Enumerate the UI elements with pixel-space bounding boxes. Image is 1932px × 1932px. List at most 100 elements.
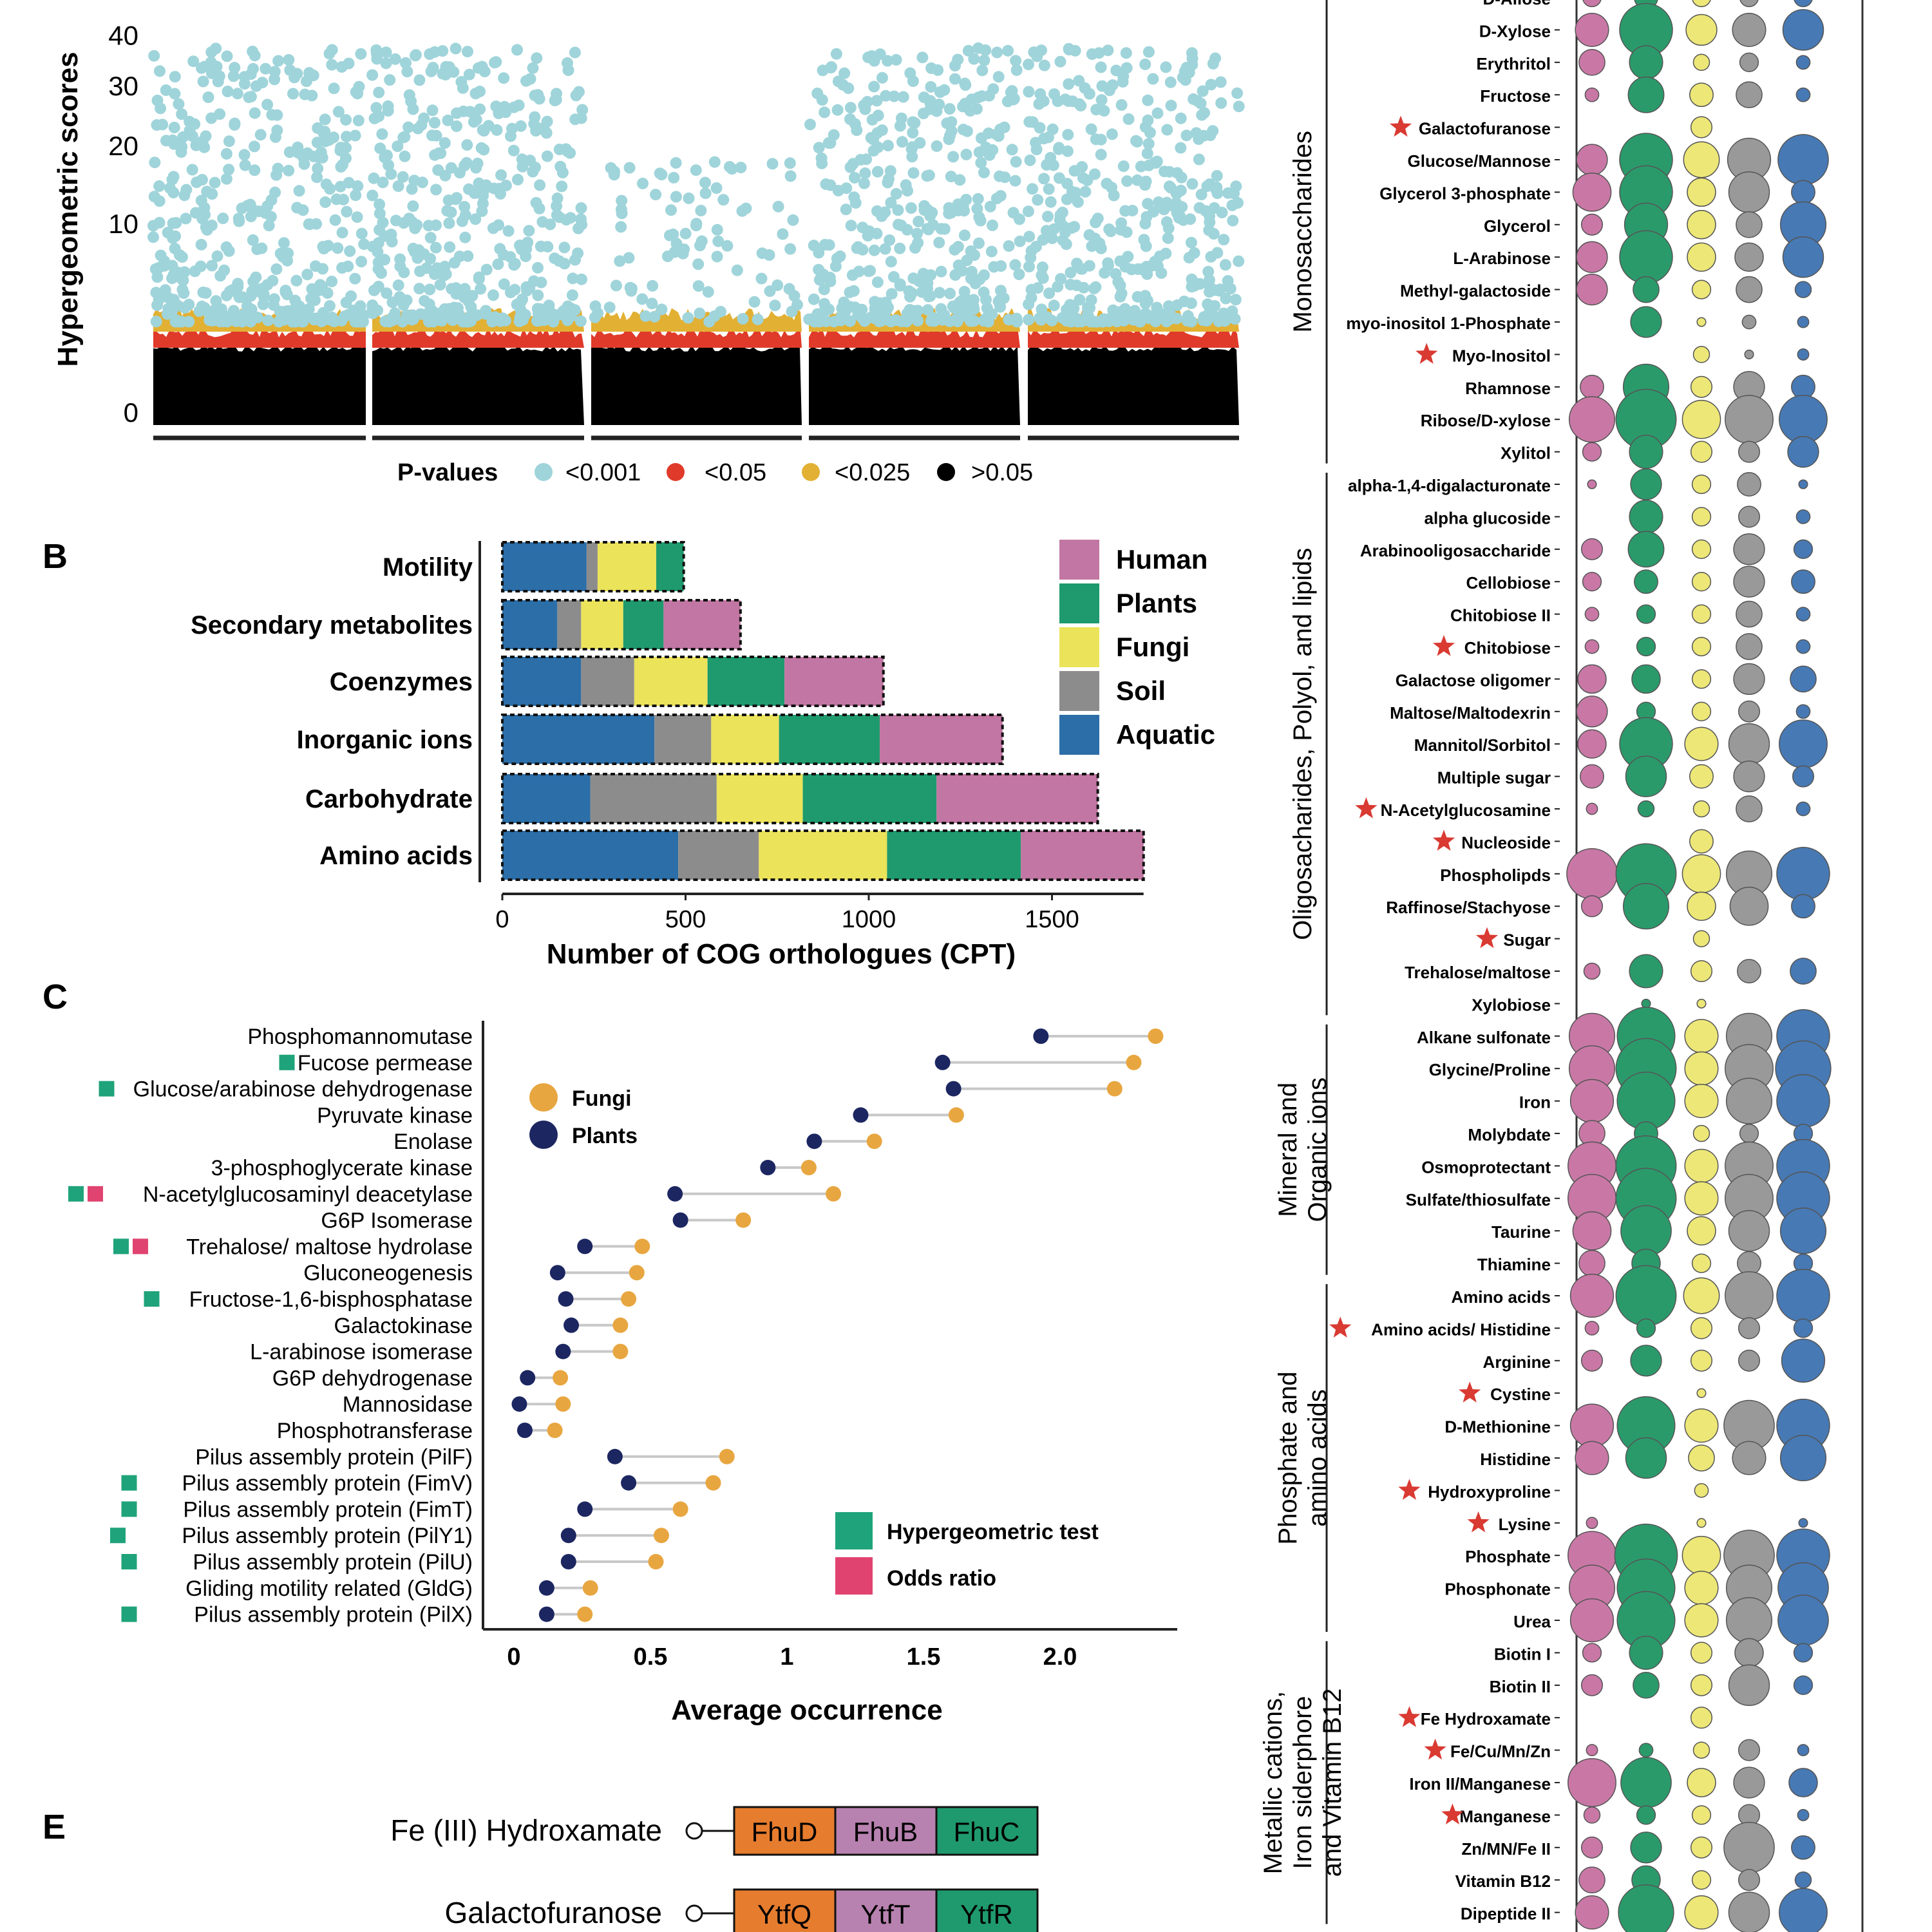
panel-b-bar-segment-aquatic	[502, 542, 587, 591]
panel-a-point	[352, 310, 364, 323]
panel-a-ns-band	[809, 345, 1020, 425]
panel-a-point	[502, 225, 515, 237]
panel-a-point	[516, 293, 529, 305]
panel-a-point	[1095, 242, 1107, 254]
panel-d-bubble-fungi	[1691, 1870, 1712, 1890]
panel-a-point	[934, 86, 946, 98]
panel-a-point	[151, 95, 164, 106]
panel-a-point	[1142, 159, 1155, 171]
panel-a-point	[808, 240, 820, 252]
panel-a-point	[381, 287, 393, 299]
panel-a-point	[239, 159, 251, 171]
panel-a-point	[949, 269, 961, 281]
panel-b-bar-segment-plants	[802, 774, 937, 823]
panel-d-row-label: Lysine	[1499, 1515, 1551, 1534]
panel-c-dot-fungi	[866, 1133, 882, 1150]
panel-a-point	[306, 283, 318, 295]
panel-a-point	[1227, 214, 1239, 227]
panel-d-bubble-aquatic	[1779, 1208, 1827, 1255]
panel-a-point	[406, 183, 418, 195]
panel-a-point	[316, 151, 328, 164]
panel-a-point	[371, 53, 383, 65]
panel-d-bubble-aquatic	[1791, 569, 1815, 594]
panel-a-point	[205, 67, 218, 79]
panel-d-bubble-human	[1586, 1517, 1598, 1530]
panel-d-bubble-aquatic	[1787, 435, 1819, 468]
panel-d-bubble-soil	[1733, 533, 1765, 565]
panel-a-ns-band	[153, 345, 366, 425]
panel-a-point	[1076, 161, 1088, 173]
panel-a-point	[1226, 199, 1238, 211]
panel-a-point	[589, 300, 601, 312]
panel-d-bubble-human	[1569, 1273, 1615, 1318]
panel-a-point	[943, 207, 955, 220]
panel-a-point	[957, 124, 969, 136]
panel-a-point	[670, 191, 682, 203]
panel-a-point	[1220, 292, 1232, 305]
panel-d-star-icon	[1475, 927, 1499, 949]
panel-d-bubble-human	[1584, 639, 1600, 654]
panel-d-bubble-soil	[1728, 1891, 1770, 1932]
panel-a-point	[1054, 55, 1066, 68]
panel-d-bubble-aquatic	[1777, 1595, 1829, 1646]
panel-a-point	[958, 229, 971, 242]
panel-a-point	[906, 141, 918, 153]
panel-a-point	[524, 282, 536, 294]
panel-d-groups: Monosaccharides Oligosacharides, Polyol, …	[1259, 0, 1347, 1924]
panel-d-bubble-soil	[1732, 12, 1766, 47]
panel-d-bubble-aquatic	[1794, 281, 1812, 298]
panel-a-point	[831, 252, 843, 265]
panel-d-row-label: Rhamnose	[1465, 379, 1551, 398]
panel-a-point	[554, 160, 567, 173]
panel-a-point	[893, 218, 904, 231]
panel-d-bubble-aquatic	[1788, 1768, 1818, 1797]
panel-a-point	[272, 55, 285, 67]
panel-a-point	[1139, 298, 1151, 310]
panel-a-point	[871, 166, 884, 178]
panel-b-bar-segment-plants	[623, 600, 664, 649]
panel-b-xtick: 500	[665, 906, 706, 933]
panel-a-point	[544, 218, 556, 231]
panel-a-point	[803, 313, 815, 325]
panel-a-point	[817, 269, 829, 281]
panel-d-bubble-fungi	[1684, 1895, 1719, 1930]
panel-a-point	[1052, 143, 1065, 155]
panel-a-point	[913, 216, 925, 227]
panel-a-point	[1027, 183, 1039, 195]
panel-d-bubble-fungi	[1689, 764, 1714, 789]
panel-d-bubble-fungi	[1691, 474, 1712, 495]
panel-a-point	[931, 140, 943, 152]
panel-a-point	[366, 69, 379, 81]
panel-a-point	[566, 289, 578, 301]
panel-a-point	[1038, 173, 1050, 185]
panel-d-bubble-human	[1569, 1079, 1615, 1123]
panel-a-point	[1185, 236, 1197, 249]
panel-d-bubble-soil	[1739, 52, 1759, 72]
panel-a-point	[392, 279, 404, 291]
panel-a-point	[665, 204, 677, 216]
panel-a-point	[412, 122, 424, 135]
panel-a-point	[1063, 43, 1075, 55]
panel-a-point	[269, 66, 281, 78]
panel-d-row-label: Fe/Cu/Mn/Zn	[1450, 1742, 1551, 1761]
panel-d-bubble-aquatic	[1795, 704, 1811, 719]
panel-b-bar-outline	[501, 656, 885, 707]
panel-d-row-label: Arginine	[1483, 1352, 1551, 1372]
panel-a-point	[399, 150, 411, 162]
panel-c-dot-fungi	[672, 1501, 688, 1517]
panel-a-point	[1122, 113, 1135, 125]
panel-a-point	[925, 315, 937, 327]
panel-a-point	[1178, 296, 1190, 307]
panel-d-bubble-human	[1568, 396, 1616, 443]
panel-a-point	[389, 53, 401, 65]
panel-a-point	[880, 296, 892, 308]
panel-b-xlabel: Number of COG orthologues (CPT)	[547, 938, 1016, 970]
panel-a-point	[372, 246, 384, 258]
panel-a-point	[400, 57, 412, 69]
panel-a-point	[249, 164, 261, 176]
panel-a-point	[647, 279, 659, 292]
panel-a-point	[1052, 281, 1064, 293]
panel-c-mark-hyper	[279, 1054, 295, 1070]
panel-d-bubble-aquatic	[1798, 479, 1808, 489]
panel-a-point	[1003, 314, 1015, 326]
